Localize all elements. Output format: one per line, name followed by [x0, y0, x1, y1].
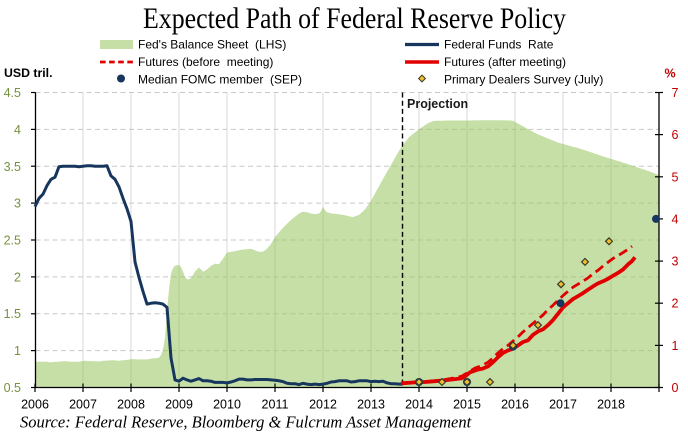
svg-text:2010: 2010: [213, 398, 241, 412]
svg-text:Expected Path of Federal Reser: Expected Path of Federal Reserve Policy: [143, 2, 566, 35]
svg-text:Fed's Balance Sheet (LHS): Fed's Balance Sheet (LHS): [138, 38, 286, 52]
svg-text:5: 5: [672, 170, 679, 184]
svg-text:0.5: 0.5: [4, 381, 21, 395]
svg-text:%: %: [664, 67, 675, 81]
svg-text:2008: 2008: [117, 398, 145, 412]
svg-text:2: 2: [672, 297, 679, 311]
svg-text:Source: Federal Reserve, Bloom: Source: Federal Reserve, Bloomberg & Ful…: [20, 413, 472, 432]
svg-text:7: 7: [672, 86, 679, 100]
svg-text:2018: 2018: [597, 398, 625, 412]
svg-text:2: 2: [14, 270, 21, 284]
svg-text:Futures (before meeting): Futures (before meeting): [138, 55, 273, 69]
svg-text:2015: 2015: [453, 398, 481, 412]
svg-text:2012: 2012: [309, 398, 337, 412]
svg-text:0: 0: [672, 381, 679, 395]
svg-text:2006: 2006: [21, 398, 49, 412]
svg-text:Median FOMC member (SEP): Median FOMC member (SEP): [138, 73, 302, 87]
svg-text:2013: 2013: [357, 398, 385, 412]
svg-text:2014: 2014: [405, 398, 433, 412]
svg-text:2.5: 2.5: [4, 234, 21, 248]
svg-text:2007: 2007: [69, 398, 97, 412]
svg-text:6: 6: [672, 128, 679, 142]
svg-text:2017: 2017: [549, 398, 577, 412]
svg-text:2011: 2011: [262, 398, 289, 412]
svg-text:3: 3: [14, 197, 21, 211]
svg-text:4: 4: [14, 123, 21, 137]
svg-text:1.5: 1.5: [4, 307, 21, 321]
svg-text:Federal Funds Rate: Federal Funds Rate: [444, 38, 554, 52]
svg-text:3: 3: [672, 255, 679, 269]
svg-text:USD tril.: USD tril.: [4, 66, 53, 80]
svg-text:4.5: 4.5: [4, 86, 21, 100]
svg-text:Projection: Projection: [407, 97, 468, 111]
svg-text:2009: 2009: [165, 398, 193, 412]
svg-text:Primary Dealers Survey (July): Primary Dealers Survey (July): [444, 73, 603, 87]
svg-text:1: 1: [672, 339, 679, 353]
svg-text:2016: 2016: [501, 398, 529, 412]
svg-text:1: 1: [14, 344, 21, 358]
svg-text:Futures (after meeting): Futures (after meeting): [444, 55, 566, 69]
svg-text:3.5: 3.5: [4, 160, 21, 174]
svg-text:4: 4: [672, 212, 679, 226]
